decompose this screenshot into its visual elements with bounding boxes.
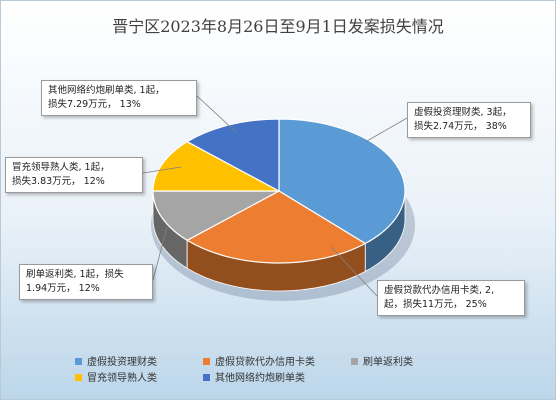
data-label-line: 损失7.29万元， 13% bbox=[48, 99, 141, 110]
slice-loan bbox=[185, 190, 367, 264]
legend-swatch bbox=[75, 358, 82, 365]
legend-swatch bbox=[203, 374, 210, 381]
chart-title: 晋宁区2023年8月26日至9月1日发案损失情况 bbox=[112, 17, 444, 36]
legend-item-brushing: 刷单返利类 bbox=[351, 353, 413, 368]
slice-investment bbox=[278, 118, 406, 245]
legend-item-other: 其他网络约炮刷单类 bbox=[203, 369, 305, 384]
data-label-loan: 虚假贷款代办信用卡类, 2, 起，损失11万元， 25% bbox=[377, 280, 525, 316]
legend-label: 冒充领导熟人类 bbox=[87, 373, 157, 384]
legend-swatch bbox=[351, 358, 358, 365]
data-label-impersonation: 冒充领导熟人类, 1起， 损失3.83万元， 12% bbox=[5, 157, 143, 193]
data-label-line: 1.94万元， 12% bbox=[26, 283, 100, 294]
legend-item-impersonation: 冒充领导熟人类 bbox=[75, 369, 157, 384]
data-label-line: 虚假贷款代办信用卡类, 2, bbox=[384, 285, 495, 296]
data-label-line: 起，损失11万元， 25% bbox=[384, 299, 487, 310]
leader-line-brushing bbox=[152, 226, 168, 281]
leader-line-other bbox=[196, 95, 238, 134]
legend-label: 其他网络约炮刷单类 bbox=[215, 373, 305, 384]
legend-swatch bbox=[203, 358, 210, 365]
data-label-line: 其他网络约炮刷单类, 1起， bbox=[48, 85, 165, 96]
data-label-line: 损失3.83万元， 12% bbox=[12, 176, 105, 187]
data-label-investment: 虚假投资理财类, 3起， 损失2.74万元， 38% bbox=[407, 102, 531, 138]
legend-label: 刷单返利类 bbox=[363, 357, 413, 368]
leader-line-loan bbox=[330, 246, 378, 297]
legend-label: 虚假贷款代办信用卡类 bbox=[215, 357, 315, 368]
data-label-line: 损失2.74万元， 38% bbox=[414, 121, 507, 132]
slice-other bbox=[185, 118, 280, 193]
legend-swatch bbox=[75, 374, 82, 381]
legend-item-loan: 虚假贷款代办信用卡类 bbox=[203, 353, 315, 368]
slice-brushing bbox=[152, 190, 280, 241]
data-label-line: 虚假投资理财类, 3起， bbox=[414, 107, 512, 118]
data-label-other: 其他网络约炮刷单类, 1起， 损失7.29万元， 13% bbox=[41, 80, 197, 116]
legend-label: 虚假投资理财类 bbox=[87, 357, 157, 368]
leader-line-impersonation bbox=[142, 166, 182, 174]
legend-item-investment: 虚假投资理财类 bbox=[75, 353, 157, 368]
data-label-line: 冒充领导熟人类, 1起， bbox=[12, 162, 110, 173]
data-label-line: 刷单返利类, 1起，损失 bbox=[26, 269, 124, 280]
leader-line-investment bbox=[366, 117, 408, 142]
data-label-brushing: 刷单返利类, 1起，损失 1.94万元， 12% bbox=[19, 264, 153, 300]
slice-impersonation bbox=[152, 141, 280, 192]
